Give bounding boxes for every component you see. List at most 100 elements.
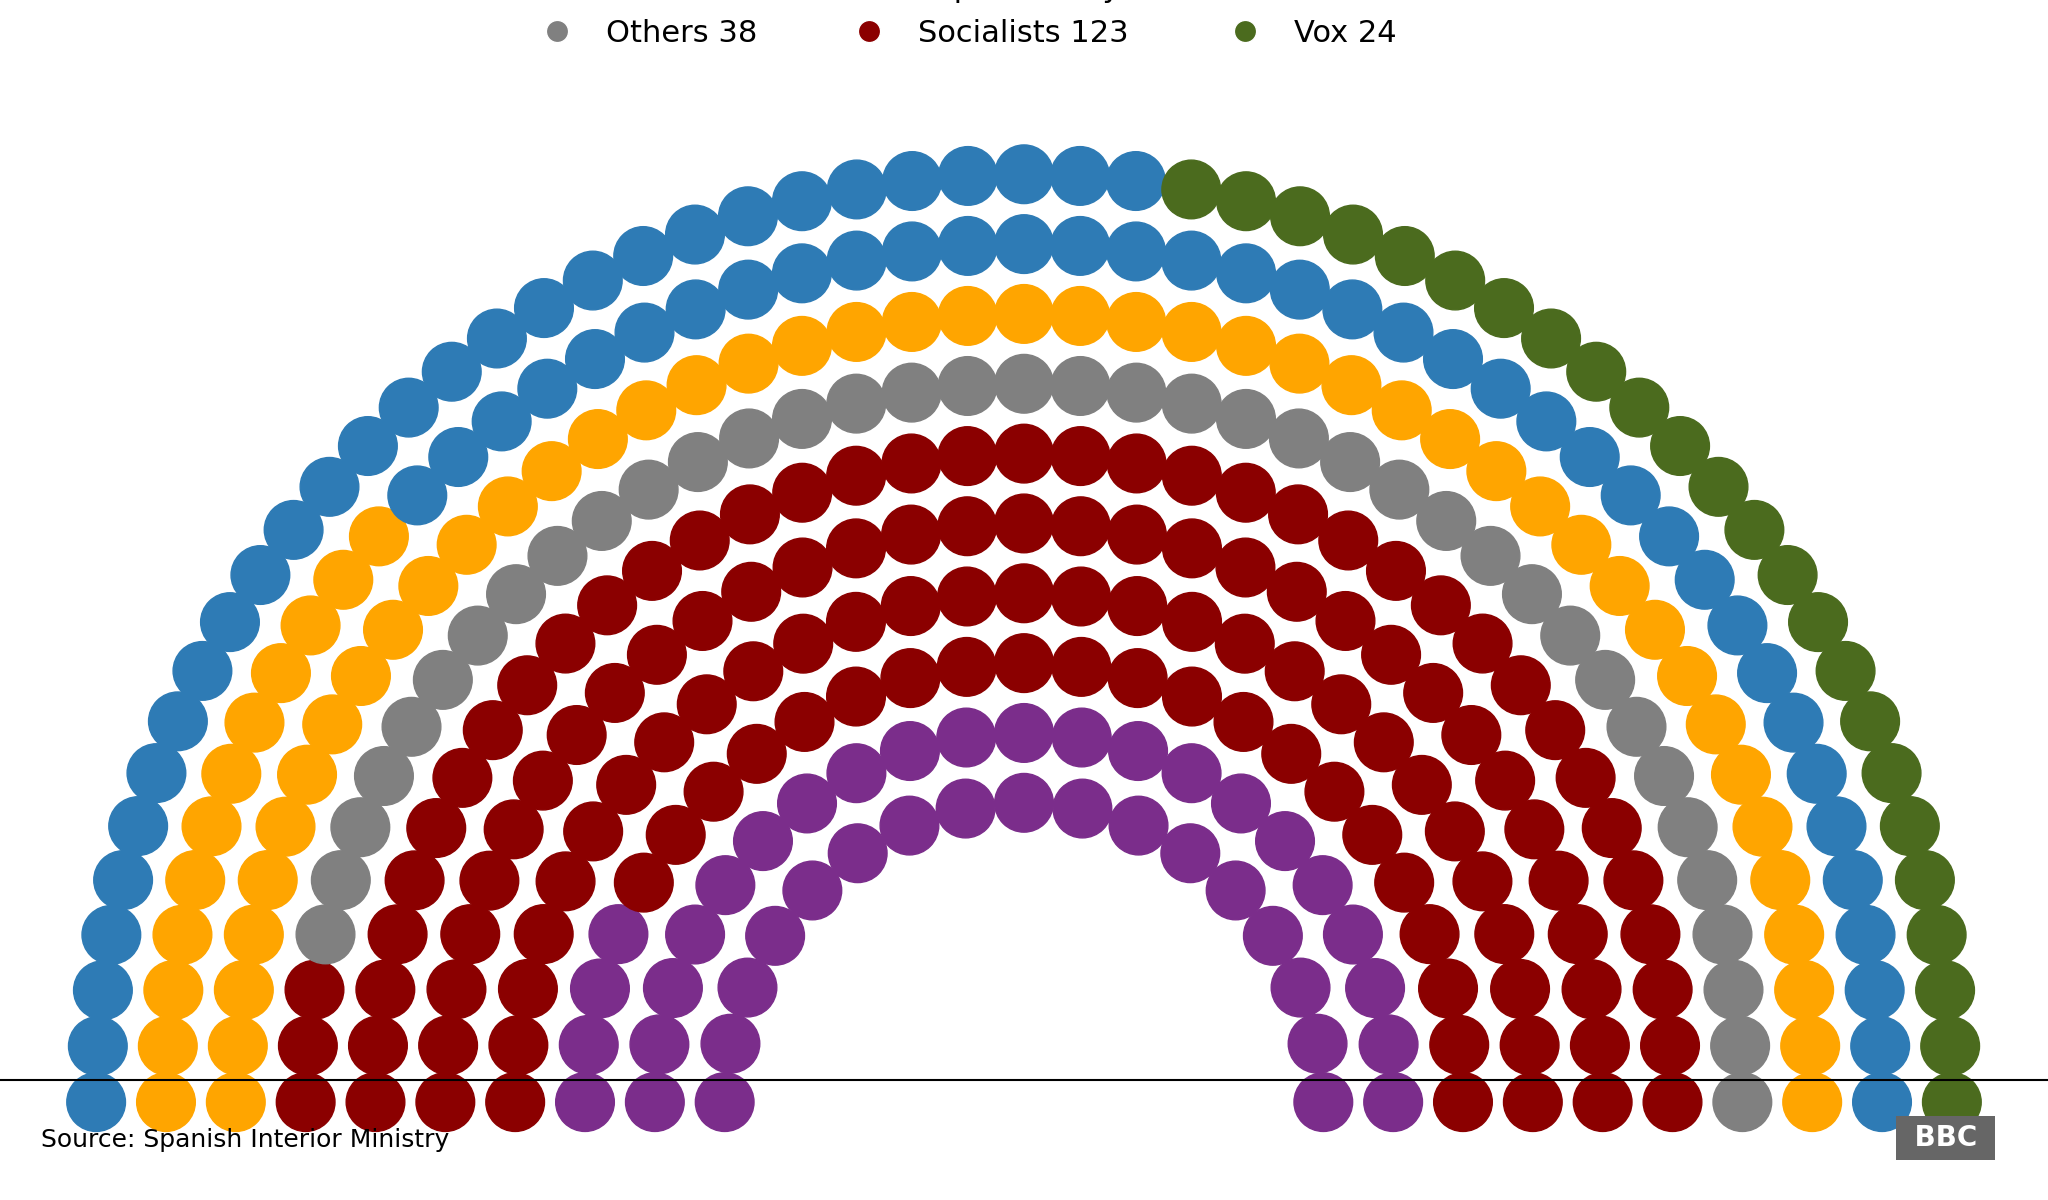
Circle shape (1419, 959, 1477, 1018)
Circle shape (1634, 746, 1694, 805)
Circle shape (696, 1073, 754, 1132)
Circle shape (418, 1016, 477, 1075)
Circle shape (727, 725, 786, 784)
Circle shape (422, 342, 481, 401)
Circle shape (938, 287, 997, 346)
Circle shape (1505, 800, 1565, 859)
Circle shape (995, 354, 1053, 413)
Circle shape (1262, 725, 1321, 784)
Circle shape (498, 656, 557, 715)
Circle shape (883, 151, 942, 210)
Circle shape (1694, 905, 1751, 964)
Circle shape (631, 1015, 688, 1074)
Circle shape (571, 959, 629, 1018)
Circle shape (1106, 293, 1165, 352)
Circle shape (1686, 695, 1745, 754)
Circle shape (1313, 674, 1370, 733)
Circle shape (297, 905, 354, 964)
Circle shape (1370, 461, 1430, 518)
Circle shape (1161, 160, 1221, 218)
Circle shape (1163, 520, 1221, 577)
Circle shape (1161, 824, 1221, 882)
Circle shape (1470, 359, 1530, 418)
Circle shape (1161, 302, 1221, 361)
Circle shape (1784, 1073, 1841, 1132)
Circle shape (1567, 342, 1626, 401)
Circle shape (772, 244, 831, 302)
Circle shape (1374, 304, 1434, 362)
Circle shape (745, 906, 805, 965)
Circle shape (1417, 492, 1475, 551)
Circle shape (827, 593, 885, 652)
Circle shape (719, 959, 776, 1016)
Circle shape (369, 905, 426, 964)
Circle shape (203, 744, 260, 803)
Circle shape (207, 1073, 264, 1132)
Circle shape (1915, 961, 1974, 1020)
Circle shape (209, 1016, 266, 1075)
Circle shape (782, 862, 842, 920)
Circle shape (647, 805, 705, 864)
Circle shape (1110, 797, 1167, 854)
Circle shape (1712, 745, 1769, 804)
Circle shape (1460, 527, 1520, 586)
Circle shape (154, 905, 211, 964)
Circle shape (827, 302, 887, 361)
Circle shape (559, 1015, 618, 1074)
Circle shape (1214, 692, 1272, 751)
Circle shape (547, 706, 606, 764)
Circle shape (596, 756, 655, 815)
Circle shape (1466, 442, 1526, 500)
Circle shape (563, 251, 623, 310)
Circle shape (1530, 851, 1587, 910)
Circle shape (498, 960, 557, 1019)
Circle shape (1053, 637, 1110, 696)
Circle shape (586, 664, 645, 722)
Circle shape (252, 643, 309, 702)
Circle shape (174, 642, 231, 701)
Circle shape (995, 284, 1053, 343)
Circle shape (1051, 146, 1110, 205)
Circle shape (1763, 694, 1823, 752)
Circle shape (489, 1016, 547, 1074)
Circle shape (1511, 478, 1569, 535)
Circle shape (215, 961, 272, 1019)
Circle shape (721, 485, 778, 544)
Circle shape (1305, 762, 1364, 821)
Circle shape (627, 625, 686, 684)
Circle shape (1425, 251, 1485, 310)
Circle shape (332, 647, 391, 706)
Circle shape (827, 232, 887, 290)
Circle shape (338, 416, 397, 475)
Circle shape (772, 317, 831, 376)
Circle shape (166, 851, 225, 910)
Circle shape (1526, 701, 1585, 760)
Circle shape (1161, 232, 1221, 290)
Circle shape (719, 187, 778, 246)
Circle shape (1708, 596, 1767, 655)
Circle shape (614, 227, 672, 286)
Circle shape (356, 960, 414, 1019)
Circle shape (1575, 650, 1634, 709)
Circle shape (68, 1073, 125, 1132)
Legend: Podemos 42, Others 38, Popular Party 66, Socialists 123, Ciudadanos 57, Vox 24: Podemos 42, Others 38, Popular Party 66,… (512, 0, 1536, 62)
Circle shape (995, 774, 1053, 832)
Circle shape (137, 1073, 195, 1132)
Circle shape (1823, 851, 1882, 910)
Circle shape (1217, 244, 1276, 302)
Circle shape (1454, 852, 1511, 911)
Circle shape (385, 851, 444, 910)
Circle shape (281, 596, 340, 655)
Circle shape (348, 1016, 408, 1075)
Circle shape (881, 577, 940, 635)
Circle shape (1573, 1073, 1632, 1132)
Circle shape (700, 1014, 760, 1073)
Circle shape (1442, 706, 1501, 764)
Circle shape (1163, 593, 1221, 652)
Circle shape (1393, 756, 1452, 815)
Circle shape (1421, 409, 1479, 468)
Circle shape (1217, 317, 1276, 376)
Circle shape (1270, 409, 1329, 468)
Circle shape (555, 1073, 614, 1132)
Circle shape (1270, 335, 1329, 392)
